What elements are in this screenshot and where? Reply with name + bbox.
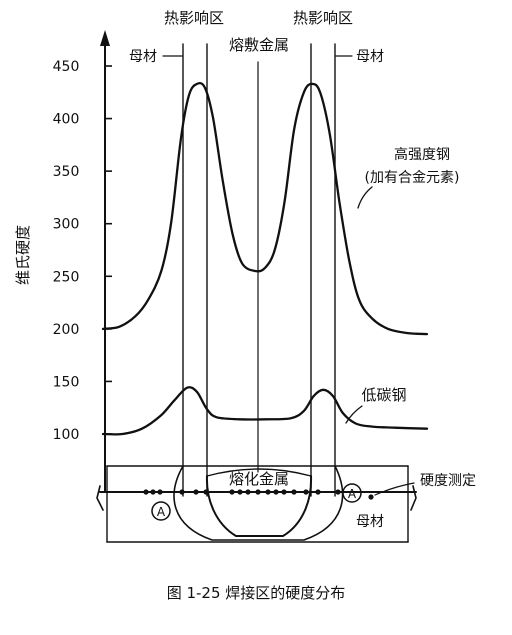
measure-point-dot <box>265 489 271 495</box>
measure-point-dot <box>281 489 287 495</box>
measure-point-dot <box>203 489 209 495</box>
break-mark-right <box>410 485 417 511</box>
haz-left-label: 热影响区 <box>164 9 224 27</box>
fusion-zone-outline <box>205 475 313 537</box>
weld-metal-fused-label: 熔化金属 <box>229 470 289 488</box>
measure-point-dot <box>368 494 374 500</box>
weld-cap-line <box>206 468 312 477</box>
series-low-carbon-steel-line <box>101 386 429 436</box>
base-metal-lower-label: 母材 <box>356 514 384 530</box>
measure-point-dot <box>157 489 163 495</box>
y-tick-label: 400 <box>53 112 80 128</box>
measure-point-dot <box>229 489 235 495</box>
measure-point-dot <box>273 489 279 495</box>
measure-point-dot <box>315 489 321 495</box>
y-tick-label: 350 <box>53 164 80 180</box>
y-tick-label: 300 <box>53 217 80 233</box>
y-tick-label: 250 <box>53 269 80 285</box>
marker-a-left-circle <box>151 501 171 521</box>
marker-a-right-circle <box>342 483 362 503</box>
measure-point-dot <box>237 489 243 495</box>
y-axis-label: 维氏硬度 <box>14 225 32 285</box>
measure-point-dot <box>193 489 199 495</box>
measure-point-dot <box>291 489 297 495</box>
y-tick-label: 450 <box>53 59 80 75</box>
hardness-test-label: 硬度测定 <box>420 473 476 489</box>
y-tick-label: 150 <box>53 374 80 390</box>
base-left-label: 母材 <box>129 49 157 65</box>
series-low-name-label: 低碳钢 <box>361 386 406 404</box>
y-axis-arrow-icon <box>100 30 110 46</box>
measure-point-dot <box>335 489 341 495</box>
series-high-name-sub-label: (加有合金元素) <box>365 170 460 186</box>
hardness-test-leader-line <box>374 482 415 496</box>
measure-point-dot <box>255 489 261 495</box>
measure-point-dot <box>245 489 251 495</box>
series-high-leader-line <box>357 186 373 209</box>
marker-a-left-label: A <box>157 505 166 519</box>
break-mark-left <box>96 485 104 511</box>
y-tick-label: 200 <box>53 322 80 338</box>
measure-point-dot <box>150 489 156 495</box>
series-low-leader-line <box>345 405 363 424</box>
series-high-strength-steel-line <box>101 81 429 336</box>
y-tick-labels-group: 100 150 200 250 300 350 400 450 <box>53 59 80 443</box>
y-tick-label: 100 <box>53 427 80 443</box>
figure-caption: 图 1-25 焊接区的硬度分布 <box>167 584 346 602</box>
haz-right-label: 热影响区 <box>293 9 353 27</box>
weld-metal-label: 熔敷金属 <box>229 36 289 54</box>
measure-point-dot <box>179 489 185 495</box>
measure-point-dot <box>303 489 309 495</box>
marker-a-right-label: A <box>348 487 357 501</box>
base-right-label: 母材 <box>356 49 384 65</box>
zone-boundary-lines <box>182 43 336 497</box>
y-ticks-group <box>105 65 112 435</box>
measure-point-dot <box>143 489 149 495</box>
series-high-name-label: 高强度钢 <box>394 146 450 163</box>
weld-cross-section: 熔化金属 A <box>96 465 476 543</box>
hardness-measurement-dots <box>143 489 374 500</box>
